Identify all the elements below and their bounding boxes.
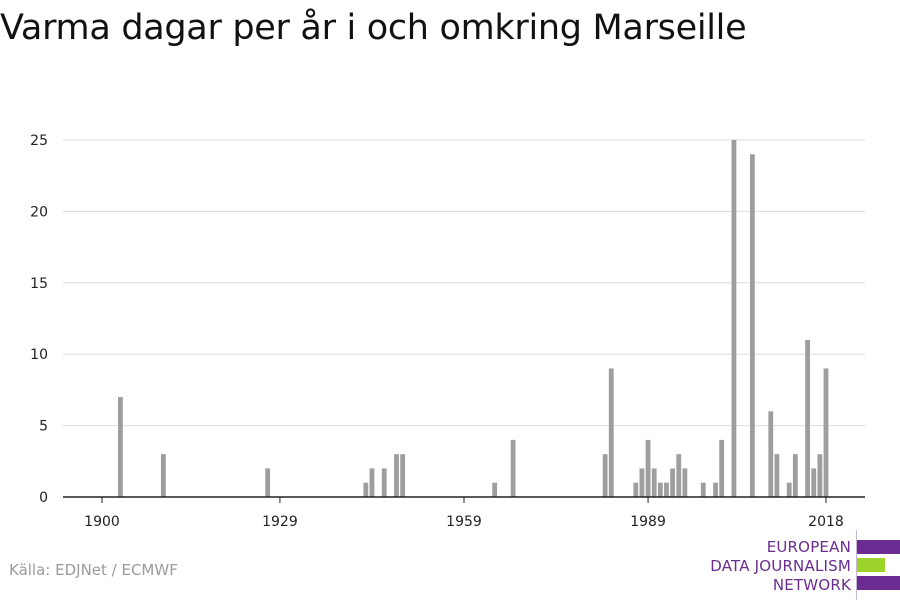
bar-2013 (792, 454, 798, 497)
bar-2012 (786, 482, 792, 497)
bar-2003 (731, 140, 737, 497)
bar-2015 (805, 339, 810, 497)
bar-1946 (381, 468, 387, 497)
bar-1983 (608, 368, 614, 497)
logo-text-network: NETWORK (772, 576, 851, 594)
bar-1988 (639, 468, 645, 497)
logo-bar-purple-top (857, 540, 900, 554)
bars (118, 140, 829, 497)
bar-1994 (676, 454, 682, 497)
logo-divider (856, 530, 857, 600)
bar-1903 (118, 397, 123, 497)
bar-1992 (664, 482, 669, 497)
bar-1927 (265, 468, 271, 497)
y-tick-label-20: 20 (30, 204, 48, 220)
bar-2017 (817, 454, 823, 497)
y-tick-label-10: 10 (30, 347, 48, 363)
bar-2001 (719, 439, 725, 497)
bar-1995 (682, 468, 688, 497)
source-note: Källa: EDJNet / ECMWF (9, 561, 178, 579)
bar-2009 (768, 411, 774, 497)
x-tick-label-1929: 1929 (262, 514, 298, 530)
bar-1949 (400, 454, 406, 497)
bar-2006 (749, 154, 755, 497)
bar-1982 (602, 454, 608, 497)
gridlines (63, 139, 865, 427)
logo-text-european: EUROPEAN (766, 538, 851, 556)
bar-1967 (510, 439, 516, 497)
y-tick-label-15: 15 (30, 276, 48, 292)
x-tick-label-2018: 2018 (808, 514, 844, 530)
y-tick-label-25: 25 (30, 133, 48, 149)
bar-2010 (774, 454, 780, 497)
y-tick-label-0: 0 (39, 490, 48, 506)
bar-1948 (394, 454, 399, 497)
bar-1993 (670, 468, 676, 497)
x-tick-label-1900: 1900 (84, 514, 120, 530)
bar-1910 (160, 454, 166, 497)
bar-1990 (651, 468, 657, 497)
edjnet-logo: EUROPEAN DATA JOURNALISM NETWORK (700, 530, 900, 600)
bar-1989 (645, 439, 651, 497)
bar-2000 (713, 482, 718, 497)
bar-1943 (363, 482, 369, 497)
bar-1998 (700, 482, 706, 497)
bar-2016 (811, 468, 817, 497)
x-tick-label-1959: 1959 (446, 514, 482, 530)
x-tick-label-1989: 1989 (630, 514, 666, 530)
logo-bar-green (857, 558, 885, 572)
bar-1944 (369, 468, 375, 497)
bar-1991 (657, 482, 663, 497)
axes: 0 5 10 15 20 25 1900 1929 1959 1989 2018 (30, 133, 865, 530)
bar-1964 (492, 482, 498, 497)
logo-bar-purple-bottom (857, 576, 900, 590)
logo-text-data-journalism: DATA JOURNALISM (710, 557, 851, 575)
chart-title: Varma dagar per år i och omkring Marseil… (0, 8, 747, 48)
bar-1987 (633, 482, 639, 497)
bar-2018 (823, 368, 829, 497)
y-tick-label-5: 5 (39, 419, 48, 435)
